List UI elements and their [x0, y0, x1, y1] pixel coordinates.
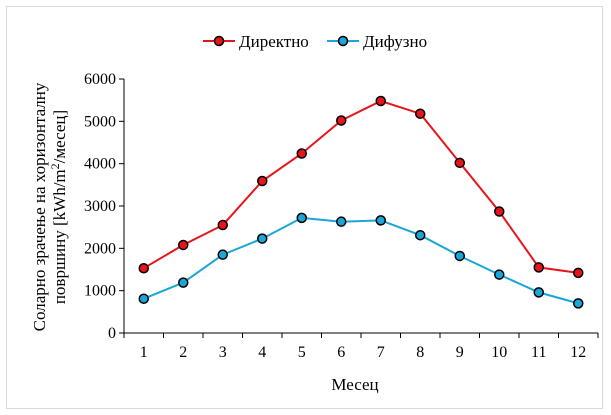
x-tick-label: 11	[531, 344, 546, 361]
data-point	[296, 212, 307, 224]
legend: Директно Дифузно	[203, 32, 427, 51]
data-point	[296, 148, 307, 159]
x-tick-label: 9	[456, 344, 464, 361]
data-point	[573, 298, 584, 309]
data-point	[533, 262, 544, 273]
series-line-0	[143, 99, 579, 274]
legend-label-diffuse: Дифузно	[363, 32, 427, 51]
data-point	[494, 269, 505, 280]
x-tick-label: 6	[337, 344, 345, 361]
data-point	[573, 267, 584, 279]
chart-frame	[6, 6, 603, 409]
data-point	[375, 95, 386, 107]
y-tick-label: 0	[108, 325, 116, 342]
data-point	[336, 216, 347, 227]
data-point	[454, 250, 465, 262]
legend-marker-diffuse	[337, 35, 349, 47]
x-tick-label: 8	[416, 344, 424, 361]
x-tick-label: 4	[258, 344, 266, 361]
data-point	[138, 262, 149, 274]
data-point	[415, 108, 426, 119]
data-point	[336, 115, 347, 126]
data-point	[533, 287, 544, 298]
x-tick-label: 3	[219, 344, 227, 361]
data-point	[178, 239, 189, 251]
data-point	[257, 233, 268, 244]
y-tick-label: 6000	[84, 71, 116, 88]
legend-marker-direct	[213, 35, 225, 47]
data-point	[415, 229, 426, 241]
y-tick-label: 4000	[84, 156, 116, 173]
data-point	[454, 157, 465, 169]
y-axis-title-line1: Соларно зрачење на хоризонталну	[30, 82, 49, 331]
y-axis-title-line2: површину [kWh/m2/месец]	[48, 110, 69, 304]
y-tick-label: 1000	[84, 283, 116, 300]
series-line-1	[143, 216, 579, 305]
legend-label-direct: Директно	[239, 32, 309, 51]
data-point	[217, 219, 228, 231]
x-tick-label: 7	[377, 344, 385, 361]
x-tick-label: 5	[298, 344, 306, 361]
data-point	[494, 206, 505, 217]
series	[138, 95, 584, 309]
x-axis-title: Месец	[331, 375, 378, 394]
data-point	[375, 215, 386, 226]
y-axis-title: Соларно зрачење на хоризонталну површину…	[30, 82, 69, 331]
x-tick-label: 10	[491, 344, 507, 361]
x-tick-label: 1	[140, 344, 148, 361]
y-tick-label: 2000	[84, 240, 116, 257]
y-tick-label: 3000	[84, 198, 116, 215]
x-tick-label: 2	[179, 344, 187, 361]
y-tick-label: 5000	[84, 113, 116, 130]
x-tick-label: 12	[570, 344, 586, 361]
data-point	[217, 249, 228, 260]
data-point	[257, 175, 268, 187]
data-point	[178, 277, 189, 288]
data-point	[138, 293, 149, 304]
